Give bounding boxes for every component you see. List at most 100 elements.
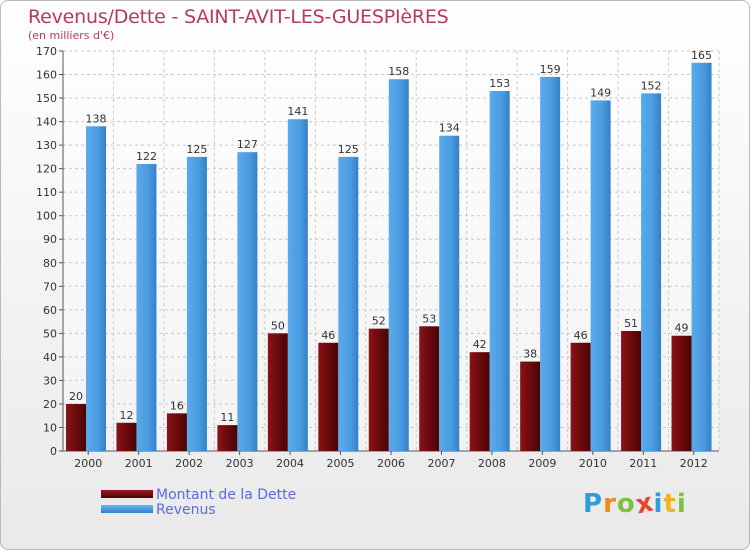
y-tick-label: 40 (43, 351, 57, 364)
legend-swatch-dette (101, 490, 153, 498)
y-tick-label: 80 (43, 257, 57, 270)
x-tick-label: 2000 (74, 457, 102, 470)
value-label-dette: 12 (119, 409, 133, 422)
value-label-dette: 38 (523, 348, 537, 361)
y-tick-label: 150 (36, 92, 57, 105)
bar-revenus (641, 93, 662, 452)
logo-letter: t (663, 489, 677, 519)
x-tick-label: 2006 (377, 457, 405, 470)
bar-revenus (287, 119, 308, 451)
x-tick-label: 2003 (226, 457, 254, 470)
y-tick-label: 0 (50, 445, 57, 458)
logo-letter: o (616, 489, 636, 519)
bar-dette (520, 361, 541, 451)
bar-revenus (338, 156, 359, 451)
value-label-revenus: 152 (641, 79, 662, 92)
bar-dette (469, 352, 490, 451)
bar-revenus (86, 126, 106, 451)
bar-dette (318, 342, 339, 451)
y-tick-label: 70 (43, 280, 57, 293)
value-label-dette: 51 (624, 317, 638, 330)
bar-revenus (691, 62, 712, 451)
y-tick-label: 140 (36, 116, 57, 129)
value-label-revenus: 141 (287, 105, 308, 118)
chart-subtitle: (en milliers d'€) (28, 29, 115, 42)
bar-revenus (439, 135, 460, 452)
y-tick-label: 10 (43, 421, 57, 434)
x-tick-label: 2002 (175, 457, 203, 470)
value-label-revenus: 159 (540, 63, 561, 76)
x-tick-label: 2012 (680, 457, 708, 470)
x-tick-label: 2005 (327, 457, 355, 470)
value-label-dette: 52 (372, 315, 386, 328)
value-label-dette: 42 (473, 338, 487, 351)
y-tick-label: 110 (36, 186, 57, 199)
y-tick-label: 160 (36, 69, 57, 82)
value-label-revenus: 125 (338, 143, 359, 156)
value-label-revenus: 158 (388, 65, 409, 78)
legend-swatch-revenus (101, 505, 153, 513)
logo-letter: i (676, 489, 687, 519)
y-tick-label: 50 (43, 327, 57, 340)
y-tick-label: 30 (43, 374, 57, 387)
y-tick-label: 130 (36, 139, 57, 152)
bar-revenus (489, 91, 510, 451)
value-label-dette: 46 (321, 329, 335, 342)
y-tick-label: 90 (43, 233, 57, 246)
y-tick-label: 120 (36, 163, 57, 176)
value-label-dette: 11 (220, 411, 234, 424)
y-tick-label: 100 (36, 210, 57, 223)
y-tick-label: 20 (43, 398, 57, 411)
value-label-dette: 46 (574, 329, 588, 342)
x-tick-label: 2011 (629, 457, 657, 470)
bar-revenus (590, 100, 611, 451)
axes: 0 10 20 30 40 50 60 70 80 90 100 110 120 130 140 150 160… (36, 45, 719, 470)
bar-dette (570, 342, 591, 451)
bar-dette (671, 335, 692, 451)
x-tick-label: 2007 (427, 457, 455, 470)
bar-dette (66, 403, 86, 451)
value-label-dette: 53 (422, 312, 436, 325)
legend-label-dette: Montant de la Dette (156, 487, 297, 503)
value-label-dette: 49 (675, 322, 689, 335)
logo-letter: i (653, 489, 664, 519)
value-labels: 20 138 12 122 16 125 11 127 50 141 46 125 52 158 53 134… (69, 49, 712, 424)
bar-dette (419, 326, 440, 451)
y-tick-label: 170 (36, 45, 57, 58)
value-label-revenus: 153 (489, 77, 510, 90)
x-tick-label: 2009 (528, 457, 556, 470)
bar-dette (621, 331, 642, 451)
value-label-dette: 50 (271, 319, 285, 332)
bar-revenus (237, 152, 258, 452)
logo-letter: r (603, 489, 617, 519)
value-label-revenus: 122 (136, 150, 157, 163)
bar-revenus (540, 76, 561, 451)
value-label-dette: 16 (170, 399, 184, 412)
value-label-revenus: 125 (186, 143, 207, 156)
chart-title: Revenus/Dette - SAINT-AVIT-LES-GUESPIèRE… (28, 6, 449, 28)
value-label-revenus: 138 (86, 112, 107, 125)
bar-dette (368, 328, 389, 451)
y-tick-label: 60 (43, 304, 57, 317)
bar-revenus (388, 79, 409, 451)
value-label-dette: 20 (69, 390, 83, 403)
x-tick-label: 2001 (125, 457, 153, 470)
value-label-revenus: 149 (590, 86, 611, 99)
logo-letter: P (583, 489, 604, 519)
x-tick-label: 2010 (579, 457, 607, 470)
value-label-revenus: 127 (237, 138, 258, 151)
bar-dette (217, 425, 238, 451)
value-label-revenus: 134 (439, 122, 460, 135)
bar-dette (267, 333, 288, 451)
bar-revenus (186, 156, 207, 451)
bar-revenus (136, 163, 157, 452)
x-tick-label: 2004 (276, 457, 304, 470)
bars (66, 62, 712, 452)
value-label-revenus: 165 (691, 49, 712, 62)
proxiti-logo: Proxiti (583, 487, 687, 520)
bar-dette (116, 422, 137, 451)
legend-label-revenus: Revenus (156, 502, 216, 518)
x-tick-label: 2008 (478, 457, 506, 470)
